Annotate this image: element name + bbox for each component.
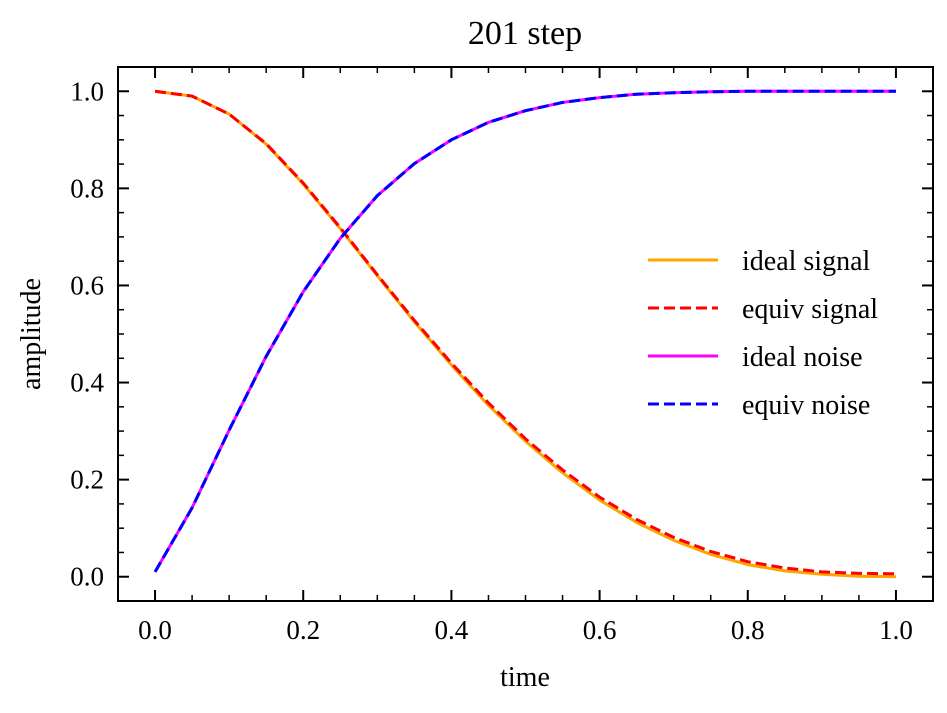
y-axis: 0.0 0.2 0.4 0.6 0.8 1.0 xyxy=(70,66,933,602)
chart-title: 201 step xyxy=(468,15,582,52)
legend: ideal signal equiv signal ideal noise equiv… xyxy=(648,246,878,421)
x-tick-label: 0.0 xyxy=(138,615,172,645)
plot-frame xyxy=(117,66,934,602)
plot-lines xyxy=(153,89,896,579)
x-tick-label: 0.6 xyxy=(583,615,617,645)
x-tick-label: 0.4 xyxy=(435,615,469,645)
y-tick-label: 0.6 xyxy=(70,270,104,300)
legend-label-2: ideal noise xyxy=(742,342,863,373)
x-tick-label: 0.8 xyxy=(731,615,765,645)
y-axis-label: amplitude xyxy=(16,278,47,390)
x-tick-label: 1.0 xyxy=(879,615,913,645)
legend-label-0: ideal signal xyxy=(742,246,871,277)
series-line-0 xyxy=(154,89,896,579)
legend-label-3: equiv noise xyxy=(742,390,870,421)
y-tick-label: 0.8 xyxy=(70,173,104,203)
y-tick-label: 0.2 xyxy=(70,465,104,495)
x-tick-label: 0.2 xyxy=(286,615,320,645)
y-tick-label: 0.4 xyxy=(70,368,104,398)
y-tick-label: 0.0 xyxy=(70,562,104,592)
series-line-1 xyxy=(154,89,896,576)
series-line-2 xyxy=(153,89,896,573)
y-tick-label: 1.0 xyxy=(70,76,104,106)
x-axis-label: time xyxy=(500,662,550,693)
x-axis: 0.0 0.2 0.4 0.6 0.8 1.0 xyxy=(117,67,934,645)
legend-label-1: equiv signal xyxy=(742,294,878,325)
series-line-3 xyxy=(153,89,896,573)
